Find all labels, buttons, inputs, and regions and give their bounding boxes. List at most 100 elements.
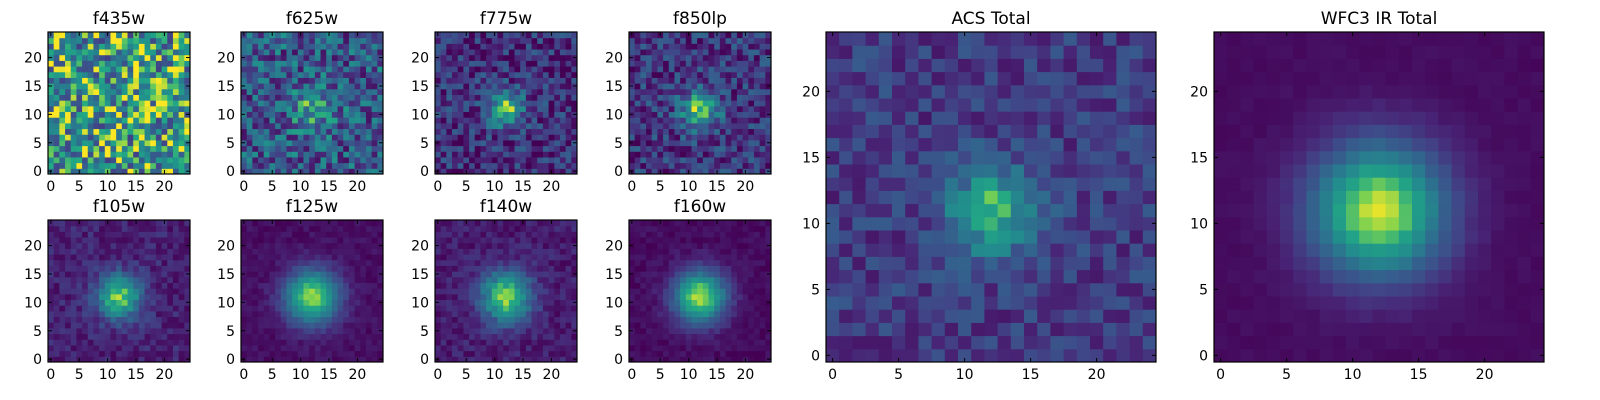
heatmap-cell (252, 333, 259, 340)
heatmap-cell (377, 105, 384, 113)
heatmap-cell (48, 310, 55, 318)
heatmap-cell (702, 299, 710, 306)
heatmap-cell (246, 54, 253, 61)
heatmap-cell (138, 32, 146, 39)
heatmap-cell (286, 237, 293, 244)
heatmap-cell (674, 322, 681, 329)
heatmap-cell (314, 43, 322, 50)
heatmap-cell (331, 333, 339, 340)
heatmap-cell (531, 145, 538, 152)
heatmap-cell (184, 71, 191, 78)
heatmap-cell (497, 299, 504, 306)
heatmap-cell (263, 220, 270, 227)
heatmap-cell (497, 293, 504, 301)
heatmap-cell (241, 231, 248, 238)
heatmap-cell (76, 88, 83, 95)
heatmap-cell (70, 71, 77, 78)
heatmap-cell (663, 128, 670, 135)
heatmap-cell (127, 242, 134, 249)
heatmap-cell (469, 105, 476, 113)
heatmap-cell (343, 139, 350, 147)
heatmap-cell (138, 231, 146, 238)
heatmap-cell (144, 271, 151, 278)
heatmap-cell (65, 162, 72, 169)
heatmap-cell (736, 128, 744, 135)
heatmap-cell (360, 288, 367, 295)
panel-title: f105w (93, 197, 145, 217)
heatmap-cell (320, 237, 327, 244)
heatmap-cell (87, 77, 94, 84)
heatmap-cell (503, 305, 510, 312)
heatmap-cell (360, 60, 367, 67)
heatmap-cell (326, 66, 333, 73)
heatmap-cell (320, 156, 327, 164)
heatmap-cell (110, 145, 117, 152)
heatmap-cell (668, 122, 675, 130)
heatmap-cell (275, 299, 282, 306)
heatmap-cell (508, 105, 516, 113)
heatmap-cell (280, 117, 287, 124)
heatmap-cell (76, 134, 83, 141)
heatmap-cell (292, 299, 299, 306)
heatmap-cell (269, 276, 276, 283)
heatmap-cell (303, 77, 310, 84)
heatmap-cell (537, 322, 544, 329)
y-tick-label: 5 (226, 324, 235, 340)
heatmap-cell (525, 32, 533, 39)
heatmap-cell (520, 265, 527, 272)
heatmap-cell (565, 122, 572, 130)
heatmap-cell (275, 237, 282, 244)
heatmap-cell (469, 60, 476, 67)
heatmap-cell (714, 100, 721, 107)
heatmap-cell (554, 156, 561, 164)
heatmap-cell (736, 105, 744, 113)
heatmap-cell (742, 310, 749, 318)
heatmap-cell (525, 339, 533, 346)
heatmap-cell (354, 134, 361, 141)
heatmap-cell (93, 293, 100, 301)
heatmap-cell (668, 128, 675, 135)
heatmap-cell (76, 225, 83, 232)
heatmap-cell (674, 162, 681, 169)
heatmap-cell (297, 288, 304, 295)
heatmap-cell (326, 117, 333, 124)
heatmap-cell (53, 117, 60, 124)
heatmap-cell (531, 134, 538, 141)
heatmap-cell (252, 117, 259, 124)
heatmap-cell (127, 248, 134, 255)
heatmap-cell (702, 122, 710, 130)
heatmap-cell (491, 111, 498, 118)
heatmap-cell (651, 122, 658, 130)
heatmap-cell (634, 356, 641, 363)
heatmap-cell (258, 88, 265, 95)
heatmap-cell (634, 305, 641, 312)
heatmap-cell (246, 105, 253, 113)
heatmap-cell (742, 88, 749, 95)
heatmap-cell (674, 105, 681, 113)
heatmap-cell (748, 117, 755, 124)
heatmap-cell (286, 43, 293, 50)
heatmap-cell (343, 259, 350, 266)
heatmap-cell (82, 356, 89, 363)
heatmap-cell (82, 327, 89, 335)
heatmap-cell (708, 288, 715, 295)
heatmap-cell (297, 350, 304, 357)
heatmap-cell (646, 156, 653, 164)
heatmap-cell (765, 32, 772, 39)
heatmap-cell (457, 282, 464, 289)
heatmap-cell (474, 111, 481, 118)
heatmap-cell (674, 282, 681, 289)
heatmap-cell (731, 54, 738, 61)
heatmap-cell (167, 88, 174, 95)
heatmap-cell (246, 134, 253, 141)
heatmap-cell (520, 162, 527, 169)
heatmap-cell (719, 299, 727, 306)
heatmap-cell (503, 276, 510, 283)
heatmap-cell (508, 145, 516, 152)
heatmap-cell (360, 77, 367, 84)
heatmap-cell (365, 66, 373, 73)
heatmap-cell (297, 316, 304, 323)
heatmap-cell (742, 100, 749, 107)
heatmap-cell (525, 305, 533, 312)
heatmap-cell (167, 71, 174, 78)
